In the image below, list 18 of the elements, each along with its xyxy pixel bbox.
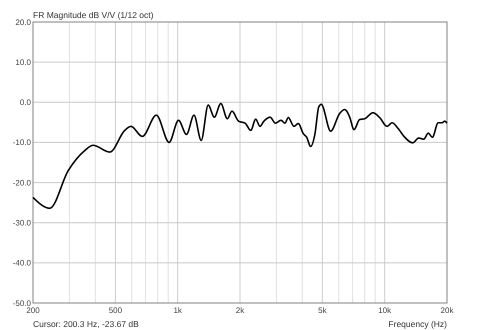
x-tick-label: 10k <box>378 306 392 315</box>
y-tick-label: -50.0 <box>12 298 32 308</box>
x-tick-label: 5k <box>318 306 328 315</box>
x-tick-label: 2k <box>236 306 246 315</box>
x-tick-label: 20k <box>440 306 454 315</box>
chart-title: FR Magnitude dB V/V (1/12 oct) <box>33 10 154 20</box>
y-tick-label: -10.0 <box>12 138 32 148</box>
x-tick-label: 1k <box>173 306 183 315</box>
y-tick-label: 20.0 <box>15 18 32 27</box>
x-axis-title: Frequency (Hz) <box>388 319 448 329</box>
y-tick-label: -40.0 <box>12 258 32 268</box>
y-tick-label: 10.0 <box>15 58 32 67</box>
x-tick-label: 200 <box>26 306 40 315</box>
y-tick-label: 0.0 <box>20 98 32 108</box>
y-tick-label: -20.0 <box>12 178 32 188</box>
text: Cursor: 200.3 Hz, -23.67 dB <box>33 319 140 329</box>
y-tick-label: -30.0 <box>12 218 32 228</box>
x-tick-label: 500 <box>108 306 123 315</box>
